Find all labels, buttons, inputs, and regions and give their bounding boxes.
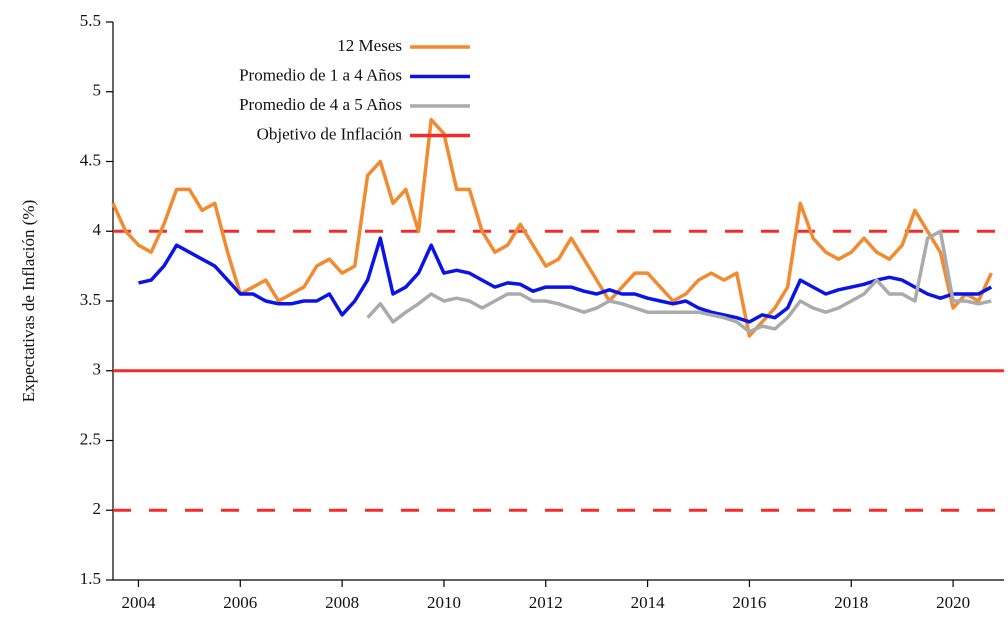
x-tick-label: 2012 (529, 593, 563, 612)
x-tick-label: 2004 (121, 593, 156, 612)
y-axis-label: Expectativas de Inflación (%) (19, 200, 38, 403)
x-tick-label: 2014 (631, 593, 666, 612)
y-tick-label: 4 (93, 220, 102, 239)
x-tick-label: 2008 (325, 593, 359, 612)
y-tick-label: 2 (93, 499, 102, 518)
y-tick-label: 5.5 (80, 11, 101, 30)
series-line (138, 236, 993, 324)
y-tick-label: 3 (93, 360, 102, 379)
y-tick-label: 5 (93, 81, 102, 100)
y-tick-label: 1.5 (80, 569, 101, 588)
x-tick-label: 2020 (936, 593, 970, 612)
x-tick-label: 2010 (427, 593, 461, 612)
x-tick-label: 2016 (732, 593, 766, 612)
legend-label: Promedio de 1 a 4 Años (239, 65, 402, 84)
legend-label: Promedio de 4 a 5 Años (239, 95, 402, 114)
x-tick-label: 2018 (834, 593, 868, 612)
series-line (111, 117, 993, 338)
y-tick-label: 4.5 (80, 150, 101, 169)
series-line (366, 229, 992, 334)
x-tick-label: 2006 (223, 593, 257, 612)
legend-label: 12 Meses (337, 36, 402, 55)
y-tick-label: 2.5 (80, 429, 101, 448)
legend-label: Objetivo de Inflación (257, 124, 403, 143)
y-tick-label: 3.5 (80, 290, 101, 309)
